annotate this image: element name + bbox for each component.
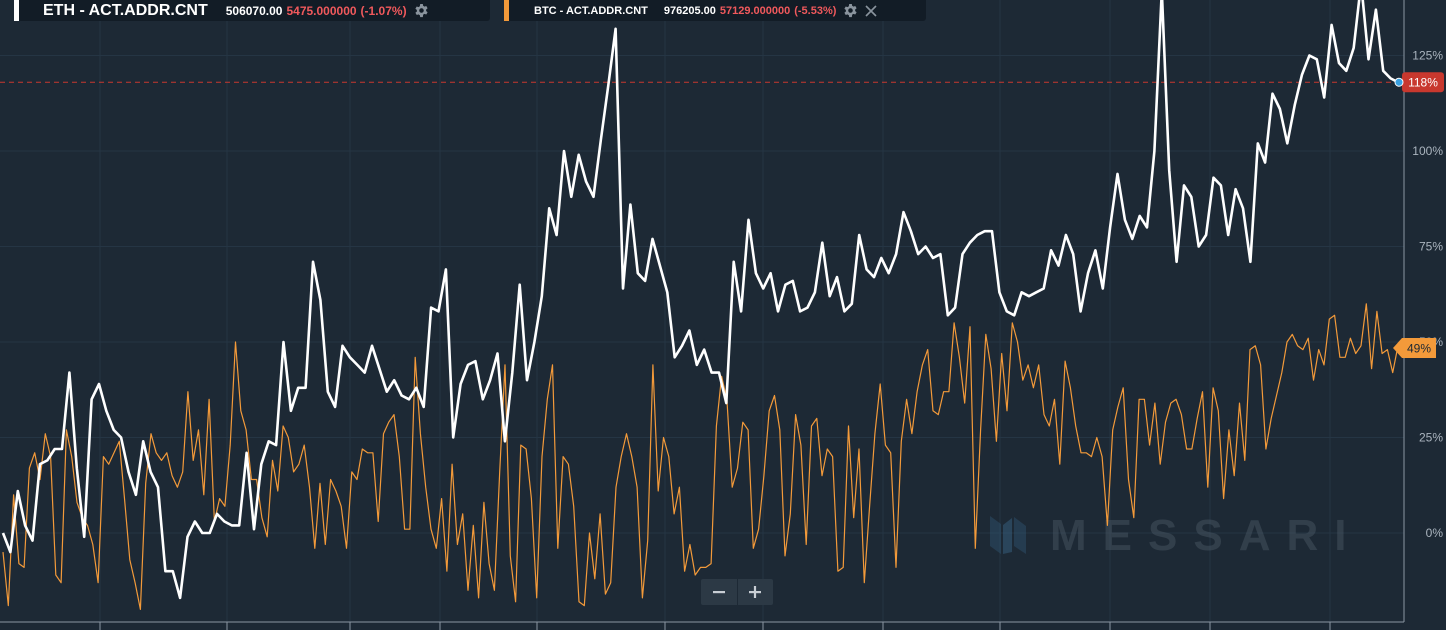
close-icon[interactable] <box>865 4 877 17</box>
btc-legend[interactable]: BTC - ACT.ADDR.CNT 976205.00 57129.00000… <box>504 0 926 21</box>
messari-watermark: MESSARI <box>990 511 1362 560</box>
btc-change: 57129.000000 <box>719 4 791 17</box>
y-tick-label: 125% <box>1412 49 1443 63</box>
zoom-in-button[interactable] <box>736 579 774 605</box>
grid <box>0 0 1404 622</box>
end-markers: 118% 49% <box>1393 72 1444 358</box>
gear-icon[interactable] <box>414 3 429 18</box>
eth-change: 5475.000000 <box>286 3 357 18</box>
messari-logo-icon <box>990 516 1026 554</box>
eth-legend[interactable]: ETH - ACT.ADDR.CNT 506070.00 5475.000000… <box>14 0 490 21</box>
btc-series-line <box>2 303 1399 611</box>
eth-color-swatch <box>14 0 19 21</box>
zoom-controls <box>701 579 773 605</box>
eth-last-value-badge <box>1402 72 1444 93</box>
y-tick-label: 100% <box>1412 144 1443 158</box>
y-tick-label: 25% <box>1419 431 1443 445</box>
plus-icon <box>749 586 762 598</box>
eth-series-name: ETH - ACT.ADDR.CNT <box>43 1 208 19</box>
eth-series-line <box>1 0 1399 600</box>
btc-last-value-label: 49% <box>1407 342 1431 356</box>
eth-change-pct: (-1.07%) <box>360 3 407 18</box>
btc-change-pct: (-5.53%) <box>794 4 837 17</box>
watermark-text: MESSARI <box>1050 511 1362 560</box>
gear-icon[interactable] <box>843 3 858 18</box>
eth-value: 506070.00 <box>225 3 283 18</box>
btc-series-name: BTC - ACT.ADDR.CNT <box>534 4 648 17</box>
eth-last-value-label: 118% <box>1408 76 1438 90</box>
btc-value: 976205.00 <box>663 4 716 17</box>
zoom-out-button[interactable] <box>701 579 737 605</box>
y-tick-label: 75% <box>1419 240 1443 254</box>
x-axis <box>0 621 1404 630</box>
eth-last-point <box>1394 77 1404 87</box>
y-tick-label: 0% <box>1426 526 1444 540</box>
btc-last-value-badge <box>1393 338 1436 358</box>
y-tick-labels: 0%25%50%75%100%125% <box>1412 49 1443 541</box>
btc-color-swatch <box>504 0 509 21</box>
minus-icon <box>712 591 725 594</box>
